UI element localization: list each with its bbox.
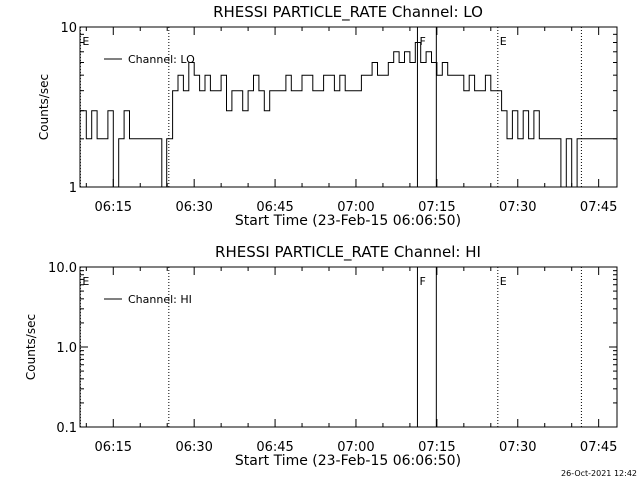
x-tick-label: 07:45: [580, 440, 617, 455]
x-tick-label: 06:30: [175, 440, 212, 455]
y-axis-label-hi: Counts/sec: [24, 314, 38, 380]
chart-panel-lo: RHESSI PARTICLE_RATE Channel: LO Counts/…: [37, 3, 618, 229]
x-tick-label: 07:15: [418, 440, 455, 455]
chart-panel-hi: RHESSI PARTICLE_RATE Channel: HI Counts/…: [24, 243, 618, 469]
x-tick-label: 07:30: [499, 440, 536, 455]
footer-timestamp: 26-Oct-2021 12:42: [561, 469, 637, 478]
event-marker-label: E: [82, 35, 89, 48]
legend-entry: Channel: LO: [128, 53, 195, 66]
x-tick-label: 07:30: [499, 200, 536, 215]
chart-title-hi: RHESSI PARTICLE_RATE Channel: HI: [215, 243, 481, 262]
x-tick-label: 06:15: [95, 200, 132, 215]
plot-frame-lo: [79, 26, 618, 188]
legend-entry: Channel: HI: [128, 293, 192, 306]
plot-area-lo: 06:15 06:30 06:45 07:00 07:15 07:30 07:45 1 10 E F…: [60, 21, 618, 215]
y-axis-label-lo: Counts/sec: [37, 74, 51, 140]
x-tick-label: 07:00: [337, 440, 374, 455]
x-tick-label: 07:15: [418, 200, 455, 215]
x-axis-label-lo: Start Time (23-Feb-15 06:06:50): [235, 213, 461, 229]
series-line-lo: [80, 42, 617, 188]
y-tick-label: 10.0: [48, 261, 77, 276]
event-marker-label: E: [500, 35, 507, 48]
plot-area-hi: 06:15 06:30 06:45 07:00 07:15 07:30 07:45 0.1 1.…: [48, 261, 618, 455]
x-tick-label: 06:15: [95, 440, 132, 455]
x-tick-label: 06:45: [256, 200, 293, 215]
y-tick-label: 1: [69, 181, 77, 196]
event-marker-label: E: [500, 275, 507, 288]
event-marker-label: F: [419, 275, 425, 288]
x-tick-label: 06:45: [256, 440, 293, 455]
chart-title-lo: RHESSI PARTICLE_RATE Channel: LO: [213, 3, 483, 22]
y-tick-label: 10: [60, 21, 77, 36]
event-marker-label: E: [82, 275, 89, 288]
x-axis-label-hi: Start Time (23-Feb-15 06:06:50): [235, 453, 461, 469]
y-tick-label: 0.1: [56, 421, 77, 436]
x-tick-label: 06:30: [175, 200, 212, 215]
y-tick-label: 1.0: [56, 341, 77, 356]
x-tick-label: 07:45: [580, 200, 617, 215]
x-tick-label: 07:00: [337, 200, 374, 215]
event-marker-label: F: [419, 35, 425, 48]
